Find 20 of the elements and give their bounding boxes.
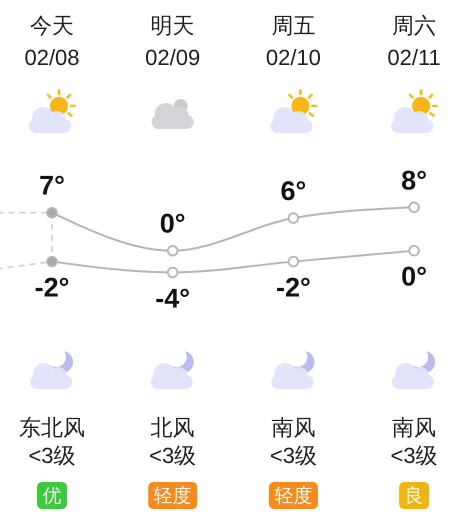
value-label: -2° bbox=[34, 272, 70, 303]
value-label: 0° bbox=[401, 262, 428, 292]
value-label: -4° bbox=[155, 283, 190, 314]
value-label: 8° bbox=[401, 165, 428, 196]
annotation-badge: 轻度 bbox=[148, 482, 198, 509]
category-label: 周六 02/11 bbox=[387, 13, 441, 70]
annotation-badge: 优 bbox=[37, 482, 67, 509]
annotation-badge: 良 bbox=[399, 482, 430, 509]
annotation-badge: 轻度 bbox=[268, 482, 318, 509]
value-label: 6° bbox=[280, 176, 306, 206]
category-label: 明天 02/09 bbox=[145, 13, 200, 70]
value-label: 7° bbox=[39, 170, 65, 201]
value-label: 0° bbox=[160, 208, 186, 239]
annotation: 北风 <3级 bbox=[149, 415, 196, 468]
value-label: -2° bbox=[276, 272, 311, 303]
annotation: 南风 <3级 bbox=[270, 415, 317, 468]
annotation: 东北风 <3级 bbox=[19, 415, 85, 468]
category-label: 周五 02/10 bbox=[266, 13, 321, 70]
category-label: 今天 02/08 bbox=[24, 13, 80, 70]
annotation: 南风 <3级 bbox=[390, 415, 438, 468]
